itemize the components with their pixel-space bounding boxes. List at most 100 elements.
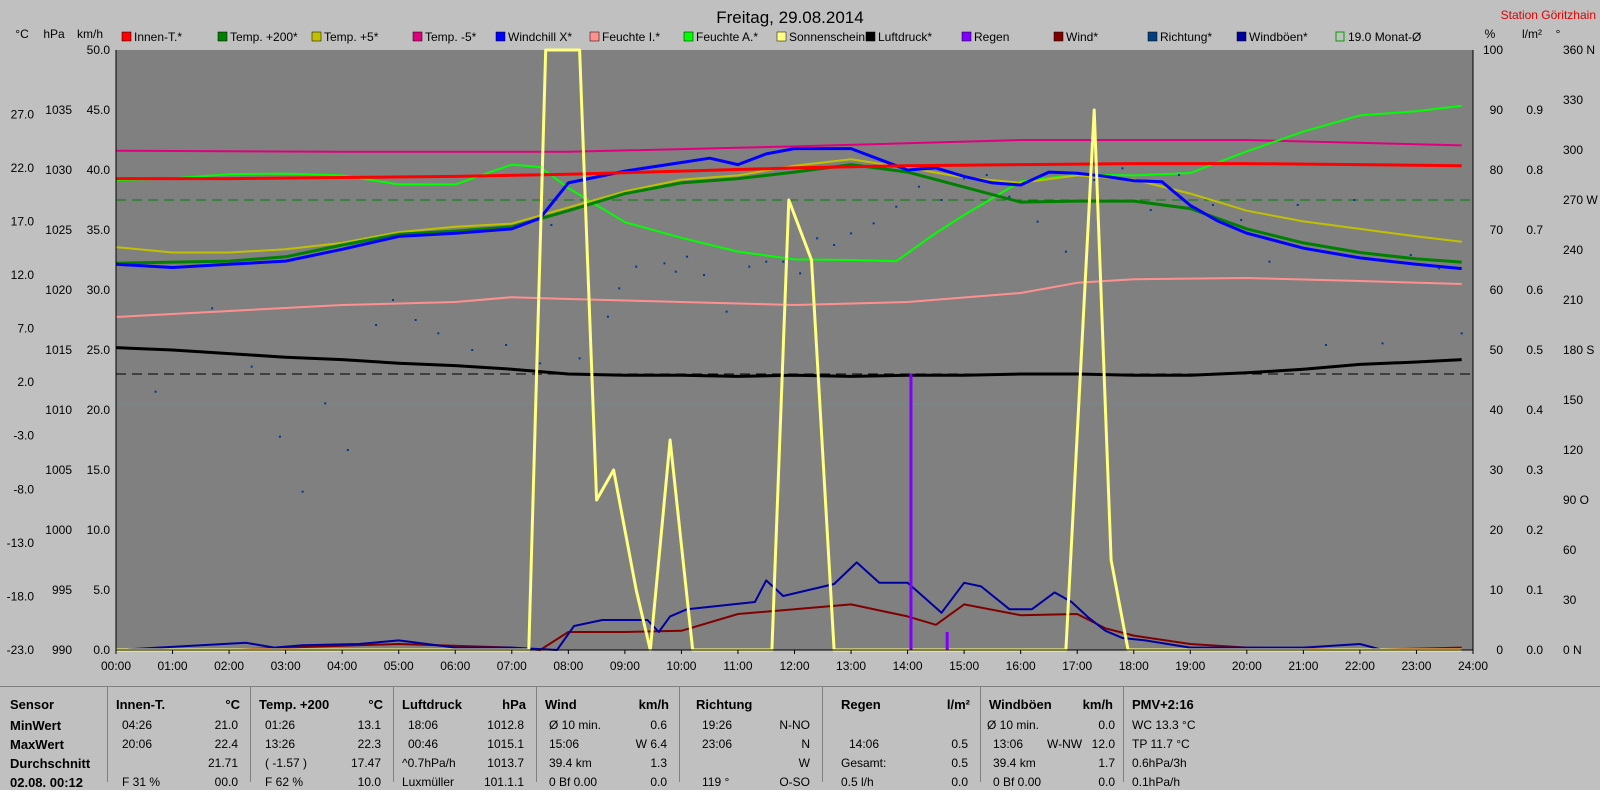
pressure-unit: hPa: [43, 27, 65, 41]
indoor-max-time: 20:06: [122, 737, 153, 751]
direction-point: [725, 310, 728, 313]
speed-unit: km/h: [77, 27, 103, 41]
legend-swatch: [589, 31, 600, 42]
gusts-avg10-label: Ø 10 min.: [987, 718, 1040, 732]
rain-max-time: 14:06: [849, 737, 880, 751]
gusts-max-time: 13:06: [993, 737, 1024, 751]
direction-point: [1353, 199, 1356, 201]
pressure-min-value: 1012.8: [487, 718, 524, 732]
x-tick-label: 04:00: [327, 659, 357, 673]
direction-point: [392, 299, 395, 301]
rain-tick-label: 0.8: [1526, 163, 1543, 177]
direction-tick-label: 210: [1563, 293, 1583, 307]
direction-max-time: 23:06: [702, 737, 733, 751]
direction-header: Richtung: [696, 697, 753, 712]
x-tick-label: 12:00: [779, 659, 809, 673]
pressure-tick-label: 1025: [45, 223, 72, 237]
temp200-max-time: 13:26: [265, 737, 296, 751]
wind-avg10-value: 0.6: [650, 718, 667, 732]
wind-max-time: 15:06: [549, 737, 580, 751]
legend-swatch: [495, 31, 506, 42]
direction-point: [1036, 220, 1039, 223]
direction-point: [278, 435, 281, 438]
temp-tick-label: 12.0: [11, 268, 35, 282]
pressure-tick-label: 1030: [45, 163, 72, 177]
legend-swatch: [776, 31, 787, 42]
pressure-average: 1013.7: [487, 756, 524, 770]
indoor-temp-unit: °C: [225, 697, 240, 712]
series-line-feuchte-i-: [115, 277, 1462, 318]
direction-point: [250, 365, 253, 368]
direction-min-value: N-NO: [779, 718, 810, 732]
x-tick-label: 20:00: [1232, 659, 1262, 673]
direction-point: [782, 260, 785, 263]
wind-column: Wind km/h Ø 10 min. 0.6 15:06 W 6.4 39.4…: [537, 687, 680, 789]
direction-tick-label: 360 N: [1563, 43, 1595, 57]
legend-swatch: [1236, 31, 1247, 42]
rain-tick-label: 0.7: [1526, 223, 1543, 237]
direction-point: [1324, 344, 1327, 346]
sensor-column: Sensor MinWert MaxWert Durchschnitt 02.0…: [0, 687, 108, 790]
legend-swatch: [311, 31, 322, 42]
temp200-unit: °C: [368, 697, 383, 712]
rain-total-label: Gesamt:: [841, 756, 887, 770]
direction-average: W: [798, 756, 810, 770]
direction-point: [850, 232, 853, 235]
temp-tick-label: 17.0: [11, 214, 35, 228]
direction-point: [301, 490, 304, 493]
legend-label: 19.0 Monat-Ø: [1348, 30, 1421, 44]
x-tick-label: 23:00: [1401, 659, 1431, 673]
series-line-wind-: [116, 603, 1462, 651]
temp200-extra-b: 10.0: [357, 775, 381, 789]
gusts-column: Windböen km/h Ø 10 min. 0.0 13:06 W-NW 1…: [981, 687, 1124, 789]
temp200-max-value: 22.3: [357, 737, 381, 751]
temp200-average: 17.47: [350, 756, 381, 770]
sensor-header: Sensor: [10, 697, 55, 712]
row-label-date: 02.08. 00:12: [10, 775, 84, 790]
direction-point: [618, 287, 621, 290]
gusts-extra-b: 0.0: [1098, 775, 1115, 789]
direction-point: [686, 255, 689, 258]
series-line-luftdruck-: [115, 346, 1462, 378]
temp200-trend: ( -1.57 ): [265, 756, 308, 770]
pressure-tick-label: 1005: [45, 463, 72, 477]
legend-label: Regen: [974, 30, 1009, 44]
gusts-unit: km/h: [1082, 697, 1113, 712]
kmh-tick-label: 5.0: [93, 583, 110, 597]
x-tick-label: 06:00: [440, 659, 470, 673]
direction-point: [375, 324, 378, 326]
percent-tick-label: 100: [1483, 43, 1503, 57]
legend-label: Sonnenschein: [789, 30, 865, 44]
direction-point: [985, 174, 988, 176]
pressure-tick-label: 1015: [45, 343, 72, 357]
legend-swatch: [961, 31, 972, 42]
pressure-header: Luftdruck: [402, 697, 462, 712]
direction-point: [917, 185, 920, 188]
x-tick-label: 05:00: [384, 659, 414, 673]
pressure-unit-label: hPa: [502, 697, 526, 712]
rain-tick-label: 0.9: [1526, 103, 1543, 117]
pressure-max-value: 1015.1: [487, 737, 524, 751]
rain-header: Regen: [841, 697, 881, 712]
wind-unit: km/h: [638, 697, 669, 712]
legend-label: Richtung*: [1160, 30, 1212, 44]
percent-tick-label: 20: [1490, 523, 1504, 537]
kmh-tick-label: 45.0: [87, 103, 111, 117]
direction-tick-label: 90 O: [1563, 493, 1589, 507]
gusts-max-direction: W-NW: [1047, 737, 1083, 751]
pmv-column: PMV+2:16 WC 13.3 °C TP 11.7 °C 0.6hPa/3h…: [1124, 687, 1600, 789]
rain-unit: l/m²: [1522, 27, 1542, 41]
direction-point: [895, 205, 898, 208]
kmh-tick-label: 10.0: [87, 523, 111, 537]
pmv-pressure-1h: 0.1hPa/h: [1132, 775, 1181, 789]
direction-point: [1240, 219, 1243, 221]
x-tick-label: 00:00: [101, 659, 131, 673]
pmv-pressure-3h: 0.6hPa/3h: [1132, 756, 1187, 770]
pressure-column: Luftdruck hPa 18:06 1012.8 00:46 1015.1 …: [394, 687, 537, 789]
percent-tick-label: 10: [1490, 583, 1504, 597]
direction-tick-label: 180 S: [1563, 343, 1594, 357]
direction-point: [414, 319, 417, 321]
direction-tick-label: 120: [1563, 443, 1583, 457]
percent-tick-label: 80: [1490, 163, 1504, 177]
row-label-max: MaxWert: [10, 737, 64, 752]
